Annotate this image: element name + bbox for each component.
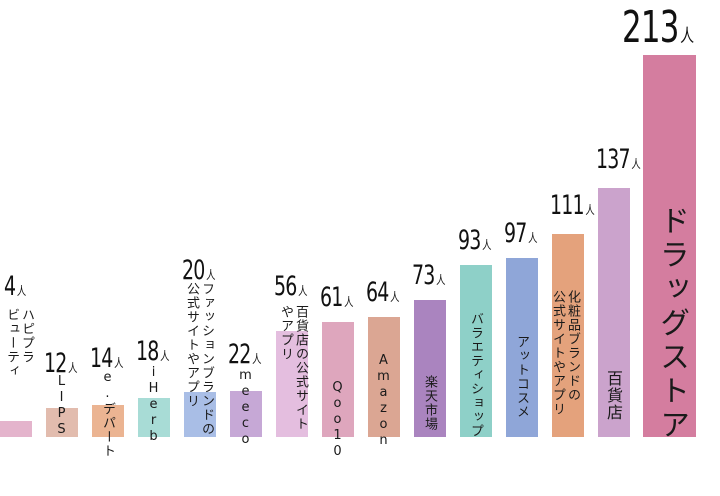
bar-category-label: LIPS — [54, 374, 69, 438]
bar-value-label: 97 人 — [504, 218, 537, 249]
bar-value-label: 61 人 — [320, 282, 353, 313]
bar-category-label: Amazon — [376, 353, 391, 449]
value-unit: 人 — [390, 290, 400, 304]
value-unit: 人 — [206, 268, 216, 282]
bar-value-label: 64 人 — [366, 277, 399, 308]
value-number: 4 — [4, 271, 16, 302]
bar-category-label: meeco — [238, 368, 253, 448]
bar-value-label: 93 人 — [458, 225, 491, 256]
bar — [230, 391, 262, 437]
bar-category-label: 楽天市場 — [422, 375, 437, 431]
value-number: 18 — [136, 336, 159, 367]
value-number: 213 — [622, 2, 679, 53]
bar-category-label: ハピプラ ビューティ — [4, 308, 34, 378]
bar-value-label: 111 人 — [550, 190, 595, 221]
bar — [322, 322, 354, 437]
value-unit: 人 — [114, 356, 124, 370]
bar-value-label: 137 人 — [596, 144, 641, 175]
bar-category-label: Qoo10 — [330, 380, 345, 460]
bar — [506, 258, 538, 437]
bar — [46, 408, 78, 437]
bar — [598, 188, 630, 437]
bar — [414, 300, 446, 437]
bar-category-label: バラエティショップ — [468, 312, 483, 438]
bar-value-label: 73 人 — [412, 260, 445, 291]
bar — [138, 398, 170, 437]
value-unit: 人 — [252, 352, 262, 366]
value-unit: 人 — [631, 157, 641, 171]
bar-value-label: 14 人 — [90, 343, 123, 374]
bar — [643, 55, 696, 437]
value-unit: 人 — [585, 203, 595, 217]
bar-category-label: ドラッグストア — [654, 205, 689, 443]
value-unit: 人 — [160, 349, 170, 363]
value-number: 20 — [182, 255, 205, 286]
bar — [368, 317, 400, 437]
value-unit: 人 — [298, 284, 308, 298]
bar-category-label: アットコスメ — [514, 335, 529, 419]
value-number: 111 — [550, 190, 585, 221]
value-number: 64 — [366, 277, 389, 308]
bar-category-label: 化粧品ブランドの 公式サイトやアプリ — [550, 290, 580, 416]
bar — [0, 421, 32, 437]
bar-category-label: iHerb — [146, 365, 161, 445]
bar-category-label: 百貨店の公式サイト やアプリ — [278, 305, 308, 431]
value-unit: 人 — [680, 26, 695, 47]
value-unit: 人 — [16, 284, 27, 298]
value-number: 56 — [274, 271, 297, 302]
bar-value-label: 18 人 — [136, 336, 169, 367]
bar — [92, 405, 124, 437]
bar — [276, 331, 308, 437]
value-unit: 人 — [68, 361, 78, 375]
bar — [552, 234, 584, 437]
value-unit: 人 — [436, 273, 446, 287]
value-unit: 人 — [528, 231, 538, 245]
value-unit: 人 — [344, 295, 354, 309]
value-number: 14 — [90, 343, 113, 374]
bar — [460, 265, 492, 437]
bar-value-label: 213人 — [622, 2, 694, 53]
bar-category-label: ファッションブランドの 公式サイトやアプリ — [184, 282, 214, 436]
bar-value-label: 20 人 — [182, 255, 215, 286]
bar-category-label: e.デパート — [100, 370, 115, 458]
value-number: 93 — [458, 225, 481, 256]
bar — [184, 392, 216, 437]
value-number: 61 — [320, 282, 343, 313]
value-number: 73 — [412, 260, 435, 291]
value-number: 97 — [504, 218, 527, 249]
value-number: 22 — [228, 339, 251, 370]
bar-value-label: 12 人 — [44, 348, 77, 379]
bar-value-label: 22 人 — [228, 339, 261, 370]
value-number: 137 — [596, 144, 631, 175]
value-number: 12 — [44, 348, 67, 379]
bar-category-label: 百貨店 — [604, 370, 623, 421]
value-unit: 人 — [482, 238, 492, 252]
bar-value-label: 56 人 — [274, 271, 307, 302]
